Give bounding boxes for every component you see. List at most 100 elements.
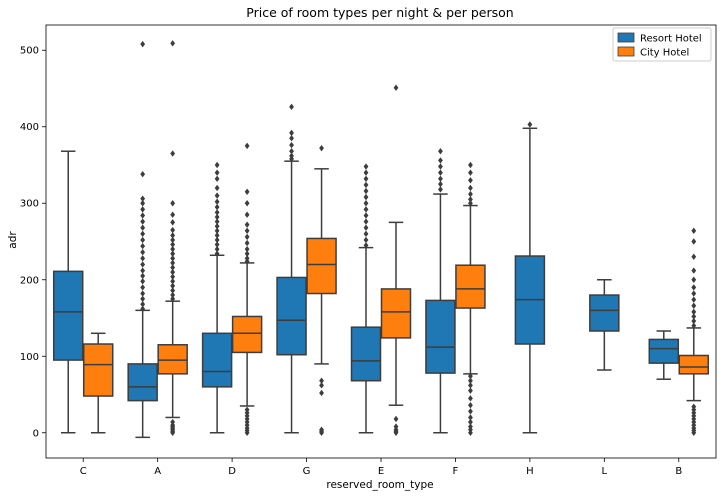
box-iqr [380,288,412,339]
outlier-point [140,305,146,313]
outlier-point [438,180,443,188]
outlier-point [691,296,697,303]
outlier-point [319,382,324,389]
outlier-point [319,377,324,384]
outlier-point [140,242,146,250]
box-iqr [127,363,158,402]
outlier-point [244,200,250,207]
y-tick-label: 0 [33,428,39,439]
outlier-point [170,250,176,257]
outlier-point [214,227,220,234]
outlier-point [170,264,176,271]
outlier-point [363,200,369,207]
outlier-point [363,242,369,249]
outlier-point [393,415,399,423]
outlier-point [691,317,697,325]
box-E [380,84,412,436]
x-tick-label: B [675,466,682,477]
outlier-point [244,227,250,234]
box-iqr [82,343,114,397]
outlier-point [170,245,176,253]
x-tick-label: F [453,466,459,477]
outlier-point [363,163,369,170]
legend-frame [612,27,712,62]
outlier-point [140,206,146,213]
outlier-point [468,184,473,192]
outlier-point [244,233,250,241]
box-A [157,40,188,436]
outlier-point [214,175,220,182]
outlier-point [468,414,473,421]
series-city-hotel [82,40,710,436]
outlier-point [244,239,250,247]
chart-title: Price of room types per night & per pers… [246,5,513,20]
x-tick-label: G [303,466,311,477]
outlier-point [468,196,473,203]
outlier-point [438,175,443,182]
y-axis-label: adr [7,231,19,249]
outlier-point [214,184,220,192]
outlier-point [363,169,369,176]
chart-legend: Resort Hotel City Hotel [612,27,712,62]
box-C [82,332,114,434]
outlier-point [140,261,146,268]
outlier-point [170,219,176,226]
outlier-point [468,190,473,198]
outlier-point [363,206,369,213]
outlier-point [691,227,697,234]
box-iqr [201,332,233,388]
outlier-point [468,423,473,430]
outlier-point [244,211,250,218]
outlier-point [140,267,146,274]
outlier-point [691,308,697,316]
outlier-point [363,187,369,195]
outlier-point [691,322,697,329]
outlier-point [363,193,369,201]
outlier-point [289,129,294,137]
outlier-point [691,267,697,274]
outlier-point [363,181,369,189]
outlier-point [214,241,220,248]
outlier-point [214,218,220,225]
outlier-point [468,377,473,384]
x-tick-label: H [526,466,534,477]
outlier-point [363,175,369,182]
outlier-point [214,209,220,216]
box-H [514,121,546,434]
outlier-point [140,236,146,244]
outlier-point [438,186,443,193]
outlier-point [468,387,473,394]
x-tick-label: E [378,466,384,477]
outlier-point [363,212,369,219]
y-tick-label: 100 [20,352,39,363]
series-resort-hotel [52,40,680,439]
outlier-point [170,273,176,280]
box-iqr [455,264,486,309]
box-iqr [157,344,188,375]
y-tick-label: 400 [20,122,39,133]
box-iqr [589,294,620,332]
outlier-point [244,188,250,195]
outlier-point [363,230,369,238]
outlier-point [140,290,146,297]
outlier-point [691,313,697,320]
outlier-point [170,259,176,267]
outlier-point [244,250,250,257]
y-tick-label: 300 [20,199,39,210]
outlier-point [214,198,220,205]
outlier-point [214,232,220,239]
outlier-point [363,218,369,225]
outlier-point [527,121,533,128]
outlier-point [140,272,146,280]
box-F [425,148,456,434]
box-iqr [276,276,307,356]
outlier-point [170,282,176,290]
outlier-point [438,157,443,164]
box-iqr [350,326,382,382]
outlier-point [691,276,697,283]
outlier-point [140,200,146,207]
outlier-point [214,222,220,230]
box-iqr [425,299,456,374]
outlier-point [468,200,473,207]
